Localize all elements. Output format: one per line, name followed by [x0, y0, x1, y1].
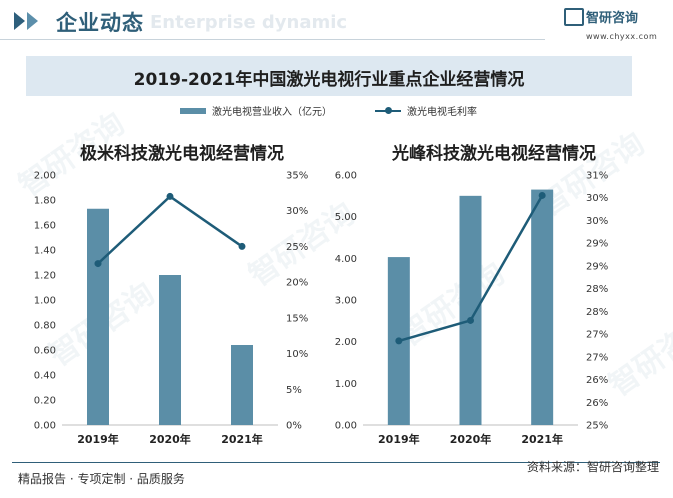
right-y2-tick-label: 27% — [586, 352, 608, 363]
right-x-tick-label: 2020年 — [450, 432, 492, 446]
left-x-tick-label: 2020年 — [149, 432, 191, 446]
legend-bar-label: 激光电视营业收入（亿元） — [212, 107, 332, 118]
left-x-tick-label: 2019年 — [77, 432, 119, 446]
chart-title-right: 光峰科技激光电视经营情况 — [392, 144, 596, 164]
left-margin-line — [97, 194, 243, 265]
right-y-tick-label: 1.00 — [335, 379, 357, 390]
right-bar — [459, 195, 482, 425]
left-margin-point — [94, 260, 102, 268]
left-y2-tick-label: 20% — [286, 278, 308, 289]
right-y-tick-label: 5.00 — [335, 212, 357, 223]
left-margin-point — [166, 192, 174, 200]
right-y-tick-label: 0.00 — [335, 421, 357, 432]
left-y-tick-label: 0.20 — [34, 396, 56, 407]
logo-icon — [564, 8, 584, 26]
right-y2-tick-label: 28% — [586, 307, 608, 318]
right-y2-tick-label: 30% — [586, 193, 608, 204]
right-y2-tick-label: 27% — [586, 330, 608, 341]
legend-item-bar: 激光电视营业收入（亿元） — [180, 103, 332, 118]
right-y-tick-label: 3.00 — [335, 296, 357, 307]
chart-title-left: 极米科技激光电视经营情况 — [80, 144, 284, 164]
right-margin-point — [538, 191, 546, 199]
right-y2-tick-label: 29% — [586, 239, 608, 250]
section-title: 企业动态 — [56, 11, 144, 35]
legend-item-line: 激光电视毛利率 — [375, 103, 477, 118]
left-y2-tick-label: 0% — [286, 421, 302, 432]
left-y-tick-label: 0.60 — [34, 346, 56, 357]
left-x-tick-label: 2021年 — [221, 432, 263, 446]
right-y2-tick-label: 25% — [586, 421, 608, 432]
legend-line-label: 激光电视毛利率 — [407, 107, 477, 118]
left-y2-tick-label: 10% — [286, 349, 308, 360]
left-y-tick-label: 1.00 — [34, 296, 56, 307]
right-bar — [531, 189, 554, 425]
left-margin-point — [238, 242, 246, 250]
section-header: Enterprise dynamic 企业动态 智研咨询 www.chyxx.c… — [0, 0, 673, 50]
logo-url: www.chyxx.com — [586, 32, 658, 41]
footer-divider — [12, 462, 660, 463]
left-y-tick-label: 0.40 — [34, 371, 56, 382]
right-y-tick-label: 6.00 — [335, 171, 357, 182]
right-y-tick-label: 4.00 — [335, 254, 357, 265]
right-margin-point — [467, 316, 474, 324]
left-y-tick-label: 1.20 — [34, 271, 56, 282]
logo-name: 智研咨询 — [586, 11, 639, 26]
right-margin-point — [395, 337, 403, 345]
footer-source: 资料来源：智研咨询整理 — [526, 460, 659, 474]
right-y2-tick-label: 29% — [586, 261, 608, 272]
arrow-icon — [14, 12, 25, 30]
left-bar — [231, 345, 253, 425]
footer-slogan: 精品报告 · 专项定制 · 品质服务 — [18, 472, 185, 486]
right-y2-tick-label: 26% — [586, 375, 608, 386]
left-bar — [159, 275, 181, 425]
right-x-tick-label: 2021年 — [521, 432, 563, 446]
right-y2-tick-label: 26% — [586, 398, 608, 409]
left-y-tick-label: 1.60 — [34, 221, 56, 232]
left-y2-tick-label: 25% — [286, 242, 308, 253]
left-y2-tick-label: 5% — [286, 385, 302, 396]
left-y2-tick-label: 35% — [286, 171, 308, 182]
chart-legend: 激光电视营业收入（亿元） 激光电视毛利率 — [0, 103, 673, 123]
left-y-tick-label: 0.80 — [34, 321, 56, 332]
legend-line-swatch — [375, 106, 401, 114]
right-y2-tick-label: 28% — [586, 284, 608, 295]
left-bar — [87, 208, 109, 425]
left-y-tick-label: 1.40 — [34, 246, 56, 257]
left-y2-tick-label: 30% — [286, 206, 308, 217]
title-band: 2019-2021年中国激光电视行业重点企业经营情况 — [26, 56, 632, 96]
right-y-tick-label: 2.00 — [335, 337, 357, 348]
left-y-tick-label: 2.00 — [34, 171, 56, 182]
arrow-icon — [27, 12, 38, 30]
right-y2-tick-label: 30% — [586, 216, 608, 227]
right-y2-tick-label: 31% — [586, 171, 608, 182]
main-title: 2019-2021年中国激光电视行业重点企业经营情况 — [133, 70, 525, 90]
left-y2-tick-label: 15% — [286, 313, 308, 324]
legend-bar-swatch — [180, 107, 206, 114]
left-y-tick-label: 1.80 — [34, 196, 56, 207]
header-divider — [0, 39, 545, 40]
left-y-tick-label: 0.00 — [34, 421, 56, 432]
right-x-tick-label: 2019年 — [378, 432, 420, 446]
section-subtitle-en: Enterprise dynamic — [150, 12, 348, 33]
